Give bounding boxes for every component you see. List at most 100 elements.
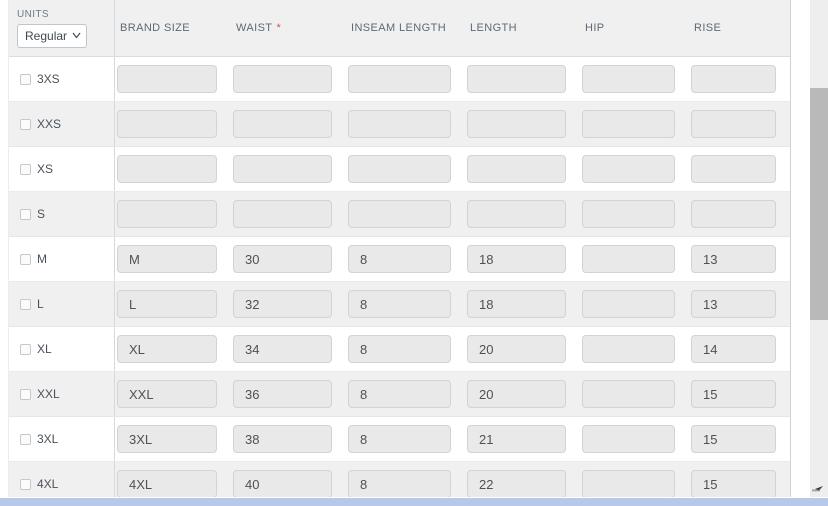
size-label-cell: 3XS bbox=[9, 57, 115, 101]
length-input[interactable] bbox=[467, 155, 566, 183]
inseam-length-input[interactable] bbox=[348, 290, 451, 318]
size-label-cell: XS bbox=[9, 147, 115, 191]
brand-size-input[interactable] bbox=[117, 155, 217, 183]
table-row: M bbox=[9, 237, 790, 282]
length-input[interactable] bbox=[467, 65, 566, 93]
length-input[interactable] bbox=[467, 200, 566, 228]
horizontal-scrollbar[interactable] bbox=[0, 497, 828, 506]
hip-input[interactable] bbox=[582, 470, 675, 498]
row-label: 3XL bbox=[37, 432, 59, 446]
size-row-checkbox[interactable] bbox=[20, 73, 31, 85]
table-row: XS bbox=[9, 147, 790, 192]
rise-input[interactable] bbox=[691, 110, 776, 138]
column-header-rise: RISE bbox=[694, 22, 722, 34]
row-label: XL bbox=[37, 342, 52, 356]
required-asterisk: * bbox=[276, 22, 282, 34]
rise-input[interactable] bbox=[691, 245, 776, 273]
hip-input[interactable] bbox=[582, 290, 675, 318]
inseam-length-input[interactable] bbox=[348, 110, 451, 138]
inseam-length-input[interactable] bbox=[348, 335, 451, 363]
length-input[interactable] bbox=[467, 335, 566, 363]
size-row-checkbox[interactable] bbox=[20, 478, 31, 490]
length-input[interactable] bbox=[467, 380, 566, 408]
waist-input[interactable] bbox=[233, 155, 332, 183]
column-header-inseam-length: INSEAM LENGTH bbox=[351, 22, 447, 34]
size-row-checkbox[interactable] bbox=[20, 163, 31, 175]
length-input[interactable] bbox=[467, 110, 566, 138]
size-row-checkbox[interactable] bbox=[20, 208, 31, 220]
inseam-length-input[interactable] bbox=[348, 155, 451, 183]
waist-input[interactable] bbox=[233, 110, 332, 138]
size-label-cell: 4XL bbox=[9, 462, 115, 506]
waist-input[interactable] bbox=[233, 335, 332, 363]
length-input[interactable] bbox=[467, 425, 566, 453]
rise-input[interactable] bbox=[691, 335, 776, 363]
rise-input[interactable] bbox=[691, 425, 776, 453]
row-label: 4XL bbox=[37, 477, 59, 491]
waist-input[interactable] bbox=[233, 200, 332, 228]
brand-size-input[interactable] bbox=[117, 65, 217, 93]
vertical-scrollbar[interactable] bbox=[810, 0, 828, 497]
row-label: S bbox=[37, 207, 46, 221]
waist-input[interactable] bbox=[233, 425, 332, 453]
rise-input[interactable] bbox=[691, 200, 776, 228]
size-row-checkbox[interactable] bbox=[20, 298, 31, 310]
size-chart-table: UNITS Regular BRAND SIZE WAIST * INSEAM … bbox=[8, 0, 791, 506]
waist-input[interactable] bbox=[233, 65, 332, 93]
units-select[interactable]: Regular bbox=[17, 23, 87, 48]
horizontal-scrollbar-thumb[interactable] bbox=[0, 498, 828, 506]
rise-input[interactable] bbox=[691, 155, 776, 183]
size-label-cell: XXL bbox=[9, 372, 115, 416]
brand-size-input[interactable] bbox=[117, 425, 217, 453]
row-label: XXS bbox=[37, 117, 62, 131]
hip-input[interactable] bbox=[582, 245, 675, 273]
rise-input[interactable] bbox=[691, 290, 776, 318]
length-input[interactable] bbox=[467, 245, 566, 273]
waist-input[interactable] bbox=[233, 380, 332, 408]
size-row-checkbox[interactable] bbox=[20, 343, 31, 355]
rise-input[interactable] bbox=[691, 380, 776, 408]
brand-size-input[interactable] bbox=[117, 470, 217, 498]
brand-size-input[interactable] bbox=[117, 245, 217, 273]
brand-size-input[interactable] bbox=[117, 290, 217, 318]
table-row: 4XL bbox=[9, 462, 790, 506]
inseam-length-input[interactable] bbox=[348, 200, 451, 228]
hip-input[interactable] bbox=[582, 335, 675, 363]
column-header-brand-size: BRAND SIZE bbox=[120, 22, 191, 34]
table-row: XXS bbox=[9, 102, 790, 147]
hip-input[interactable] bbox=[582, 155, 675, 183]
size-label-cell: L bbox=[9, 282, 115, 326]
hip-input[interactable] bbox=[582, 425, 675, 453]
waist-input[interactable] bbox=[233, 470, 332, 498]
size-row-checkbox[interactable] bbox=[20, 433, 31, 445]
waist-input[interactable] bbox=[233, 290, 332, 318]
brand-size-input[interactable] bbox=[117, 335, 217, 363]
size-label-cell: 3XL bbox=[9, 417, 115, 461]
inseam-length-input[interactable] bbox=[348, 380, 451, 408]
hip-input[interactable] bbox=[582, 65, 675, 93]
brand-size-input[interactable] bbox=[117, 380, 217, 408]
vertical-scrollbar-thumb[interactable] bbox=[810, 88, 828, 320]
length-input[interactable] bbox=[467, 470, 566, 498]
inseam-length-input[interactable] bbox=[348, 245, 451, 273]
rise-input[interactable] bbox=[691, 65, 776, 93]
length-input[interactable] bbox=[467, 290, 566, 318]
size-label-cell: S bbox=[9, 192, 115, 236]
row-label: 3XS bbox=[37, 72, 60, 86]
hip-input[interactable] bbox=[582, 110, 675, 138]
brand-size-input[interactable] bbox=[117, 110, 217, 138]
rise-input[interactable] bbox=[691, 470, 776, 498]
hip-input[interactable] bbox=[582, 380, 675, 408]
inseam-length-input[interactable] bbox=[348, 425, 451, 453]
table-row: 3XL bbox=[9, 417, 790, 462]
waist-input[interactable] bbox=[233, 245, 332, 273]
cursor-icon bbox=[812, 486, 823, 492]
brand-size-input[interactable] bbox=[117, 200, 217, 228]
inseam-length-input[interactable] bbox=[348, 65, 451, 93]
hip-input[interactable] bbox=[582, 200, 675, 228]
size-row-checkbox[interactable] bbox=[20, 388, 31, 400]
inseam-length-input[interactable] bbox=[348, 470, 451, 498]
table-row: XL bbox=[9, 327, 790, 372]
size-row-checkbox[interactable] bbox=[20, 118, 31, 130]
size-row-checkbox[interactable] bbox=[20, 253, 31, 265]
